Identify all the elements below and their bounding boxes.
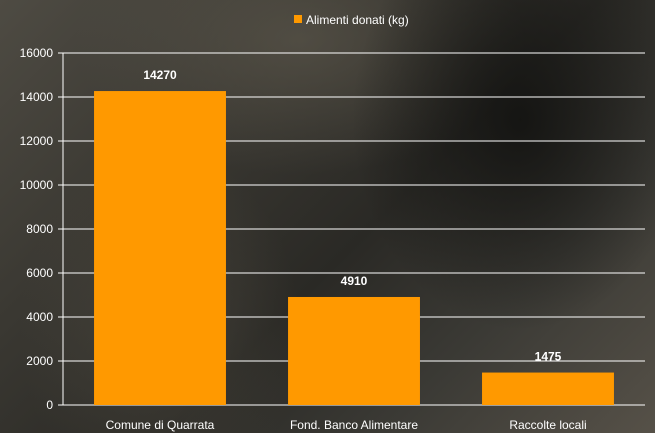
bar-1 — [288, 296, 420, 405]
legend-label: Alimenti donati (kg) — [306, 13, 409, 27]
y-tick-label: 0 — [46, 398, 53, 412]
data-label-0: 14270 — [143, 68, 177, 82]
y-tick-label: 14000 — [20, 90, 54, 104]
data-label-1: 4910 — [341, 274, 368, 288]
y-tick-labels: 0 2000 4000 6000 8000 10000 12000 14000 16000 — [20, 46, 54, 412]
y-tick-label: 16000 — [20, 46, 54, 60]
y-tick-label: 6000 — [26, 266, 53, 280]
y-tick-label: 4000 — [26, 310, 53, 324]
y-tick-label: 10000 — [20, 178, 54, 192]
y-tick-label: 8000 — [26, 222, 53, 236]
bars — [94, 91, 614, 405]
data-labels: 14270 4910 1475 — [143, 68, 561, 363]
data-label-2: 1475 — [535, 350, 562, 364]
y-tick-label: 12000 — [20, 134, 54, 148]
category-label-0: Comune di Quarrata — [106, 418, 215, 432]
category-labels: Comune di Quarrata Fond. Banco Alimentare… — [106, 418, 587, 432]
legend-swatch — [294, 15, 302, 23]
bar-0 — [94, 91, 226, 405]
legend: Alimenti donati (kg) — [294, 13, 409, 27]
category-label-1: Fond. Banco Alimentare — [290, 418, 418, 432]
category-label-2: Raccolte locali — [509, 418, 586, 432]
y-tick-label: 2000 — [26, 354, 53, 368]
bar-2 — [482, 372, 614, 405]
